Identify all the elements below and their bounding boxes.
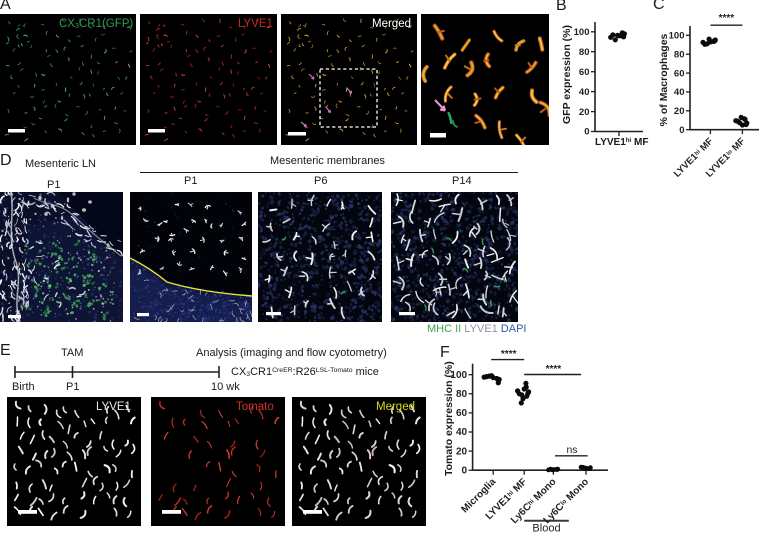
svg-text:100: 100 [574, 27, 590, 38]
svg-text:60: 60 [579, 67, 590, 78]
svg-text:20: 20 [674, 106, 685, 117]
svg-text:40: 40 [674, 87, 685, 98]
svg-text:80: 80 [456, 389, 468, 400]
svg-text:100: 100 [669, 31, 685, 42]
svg-text:100: 100 [450, 370, 467, 381]
svg-text:60: 60 [674, 68, 685, 79]
svg-text:0: 0 [584, 127, 589, 138]
svg-text:Blood: Blood [532, 523, 560, 533]
svg-text:40: 40 [579, 87, 590, 98]
svg-text:****: **** [546, 364, 562, 375]
svg-text:****: **** [501, 349, 517, 360]
svg-text:80: 80 [579, 47, 590, 58]
svg-text:20: 20 [579, 107, 590, 118]
svg-text:80: 80 [674, 49, 685, 60]
svg-text:60: 60 [456, 408, 468, 419]
svg-text:ns: ns [566, 444, 577, 456]
svg-text:0: 0 [462, 465, 468, 476]
svg-text:****: **** [719, 13, 735, 24]
svg-text:0: 0 [679, 125, 684, 136]
svg-text:40: 40 [456, 427, 468, 438]
svg-text:20: 20 [456, 446, 468, 457]
